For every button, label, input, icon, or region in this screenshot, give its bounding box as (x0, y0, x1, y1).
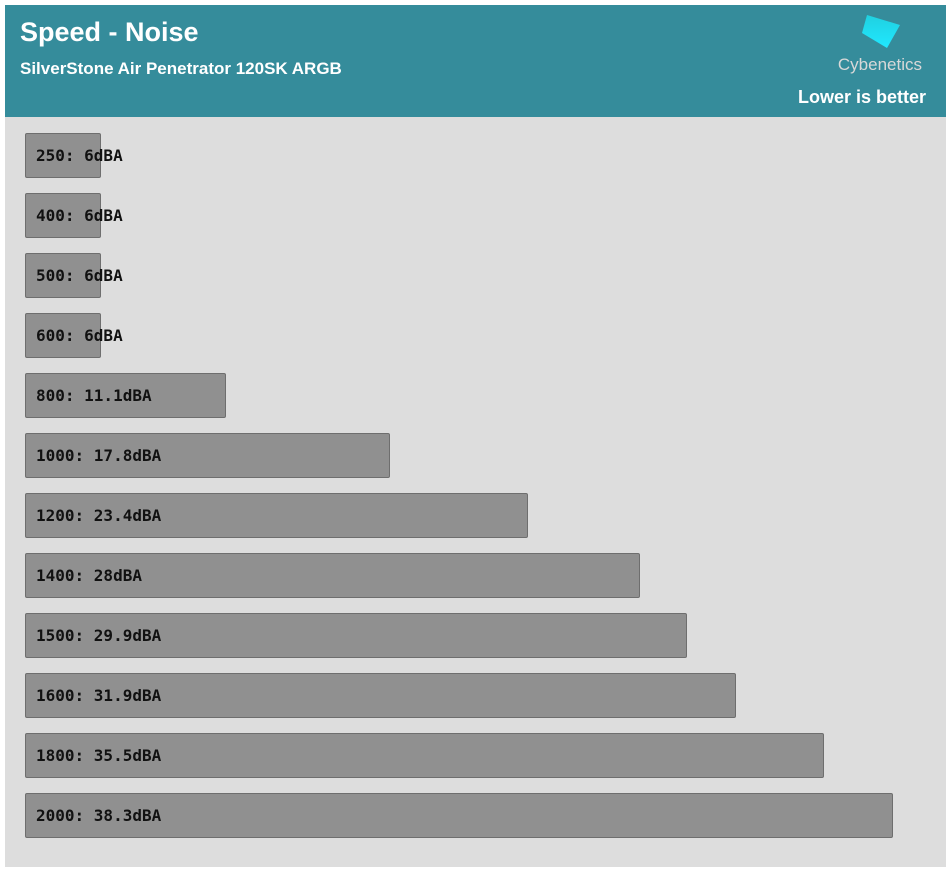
bar (25, 253, 101, 298)
bar (25, 493, 528, 538)
bar-label: 800: 11.1dBA (36, 386, 152, 405)
bar-label: 400: 6dBA (36, 206, 123, 225)
bar-label: 600: 6dBA (36, 326, 123, 345)
bar (25, 613, 687, 658)
chart-panel: Speed - Noise SilverStone Air Penetrator… (5, 5, 946, 867)
bar (25, 193, 101, 238)
bar-label: 1000: 17.8dBA (36, 446, 162, 465)
bar (25, 433, 390, 478)
bar-label: 1200: 23.4dBA (36, 506, 162, 525)
lower-is-better-note: Lower is better (797, 87, 926, 107)
bar-label: 1400: 28dBA (36, 566, 142, 585)
bar-label: 2000: 38.3dBA (36, 806, 162, 825)
cybenetics-logo-icon (862, 15, 900, 48)
chart-subtitle: SilverStone Air Penetrator 120SK ARGB (20, 59, 342, 78)
bar (25, 133, 101, 178)
bar (25, 313, 101, 358)
bar (25, 553, 640, 598)
bar-label: 1500: 29.9dBA (36, 626, 162, 645)
bar-label: 1800: 35.5dBA (36, 746, 162, 765)
bar-label: 250: 6dBA (36, 146, 123, 165)
bar (25, 673, 736, 718)
bar-label: 500: 6dBA (36, 266, 123, 285)
logo-text: Cybenetics (837, 55, 922, 74)
chart-title: Speed - Noise (20, 17, 199, 47)
bar (25, 373, 226, 418)
bar-label: 1600: 31.9dBA (36, 686, 162, 705)
bar (25, 793, 893, 838)
bar (25, 733, 824, 778)
chart-header: Speed - Noise SilverStone Air Penetrator… (5, 5, 946, 117)
